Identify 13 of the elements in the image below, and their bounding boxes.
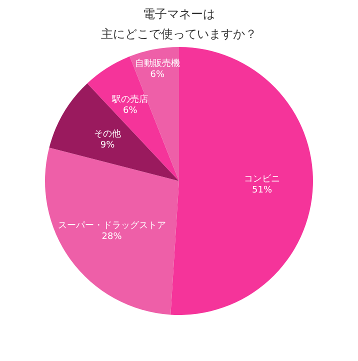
data-label: 28% bbox=[102, 232, 122, 242]
slice-label: 自動販売機 bbox=[134, 58, 180, 69]
slice-label: コンビニ bbox=[244, 174, 280, 185]
pie-slice bbox=[49, 83, 179, 181]
slice-label: その他 bbox=[94, 128, 121, 140]
data-label: 51% bbox=[252, 186, 272, 196]
data-label: 9% bbox=[100, 140, 116, 151]
slice-label: スーパー・ドラッグストア bbox=[58, 220, 166, 231]
data-label: 6% bbox=[150, 70, 165, 80]
chart-title: 電子マネーは bbox=[143, 7, 215, 21]
data-label: 6% bbox=[123, 106, 138, 116]
slice-label: 駅の売店 bbox=[111, 94, 148, 106]
chart-subtitle: 主にどこで使っていますか？ bbox=[101, 27, 257, 41]
